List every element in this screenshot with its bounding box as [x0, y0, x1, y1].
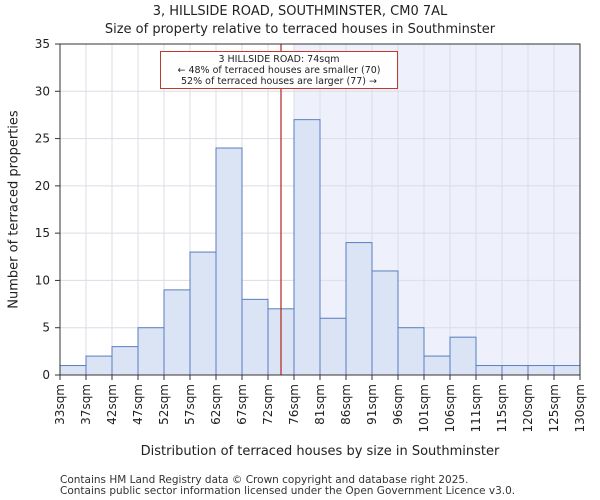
histogram-bar: [475, 365, 503, 376]
annotation-line-2: ← 48% of terraced houses are smaller (70…: [177, 65, 381, 76]
x-tick-label: 96sqm: [391, 384, 405, 425]
y-tick-label: 20: [35, 179, 50, 193]
histogram-bar: [163, 289, 191, 376]
y-tick-label: 30: [35, 84, 50, 98]
y-tick-label: 25: [35, 132, 50, 146]
x-tick-label: 33sqm: [53, 384, 67, 425]
x-tick-label: 47sqm: [131, 384, 145, 425]
x-tick-label: 130sqm: [573, 384, 587, 432]
histogram-bar: [293, 119, 321, 376]
footer-line-2: Contains public sector information licen…: [60, 485, 516, 497]
x-tick-label: 111sqm: [469, 384, 483, 432]
y-axis-label: Number of terraced properties: [6, 110, 22, 309]
histogram-bar: [423, 355, 451, 376]
annotation-line-1: 3 HILLSIDE ROAD: 74sqm: [218, 54, 340, 65]
x-tick-label: 42sqm: [105, 384, 119, 425]
x-axis-label: Distribution of terraced houses by size …: [140, 444, 500, 459]
x-tick-label: 62sqm: [209, 384, 223, 425]
y-tick-label: 5: [42, 321, 50, 335]
y-tick-label: 15: [35, 226, 50, 240]
x-tick-label: 76sqm: [287, 384, 301, 425]
x-tick-label: 37sqm: [79, 384, 93, 425]
y-tick-label: 0: [42, 368, 50, 382]
x-tick-label: 101sqm: [417, 384, 431, 432]
y-tick-label: 35: [35, 37, 50, 51]
footer-line-1: Contains HM Land Registry data © Crown c…: [60, 474, 469, 486]
histogram-bar: [189, 251, 217, 376]
x-tick-label: 57sqm: [183, 384, 197, 425]
x-tick-label: 67sqm: [235, 384, 249, 425]
histogram-bar: [345, 242, 373, 376]
histogram-bar: [215, 147, 243, 376]
marker-annotation: 3 HILLSIDE ROAD: 74sqm ← 48% of terraced…: [160, 51, 398, 89]
x-tick-label: 125sqm: [547, 384, 561, 432]
x-tick-label: 81sqm: [313, 384, 327, 425]
histogram-bar: [553, 365, 581, 376]
histogram-bar: [85, 355, 113, 376]
histogram-bar: [111, 346, 139, 376]
x-tick-label: 72sqm: [261, 384, 275, 425]
x-tick-label: 106sqm: [443, 384, 457, 432]
histogram-bar: [319, 317, 347, 376]
y-tick-label: 10: [35, 273, 50, 287]
histogram-bar: [371, 270, 399, 376]
histogram-bar: [241, 298, 269, 376]
histogram-bar: [397, 327, 425, 376]
x-tick-label: 120sqm: [521, 384, 535, 432]
x-tick-label: 115sqm: [495, 384, 509, 432]
histogram-bar: [137, 327, 165, 376]
annotation-line-3: 52% of terraced houses are larger (77) →: [181, 76, 377, 87]
histogram-bar: [449, 336, 477, 376]
x-tick-label: 86sqm: [339, 384, 353, 425]
chart-title-address: 3, HILLSIDE ROAD, SOUTHMINSTER, CM0 7AL: [152, 4, 448, 19]
x-tick-label: 91sqm: [365, 384, 379, 425]
x-tick-label: 52sqm: [157, 384, 171, 425]
histogram-bar: [501, 365, 529, 376]
chart-title: Size of property relative to terraced ho…: [104, 22, 496, 37]
histogram-bar: [59, 365, 87, 376]
histogram-bar: [527, 365, 555, 376]
